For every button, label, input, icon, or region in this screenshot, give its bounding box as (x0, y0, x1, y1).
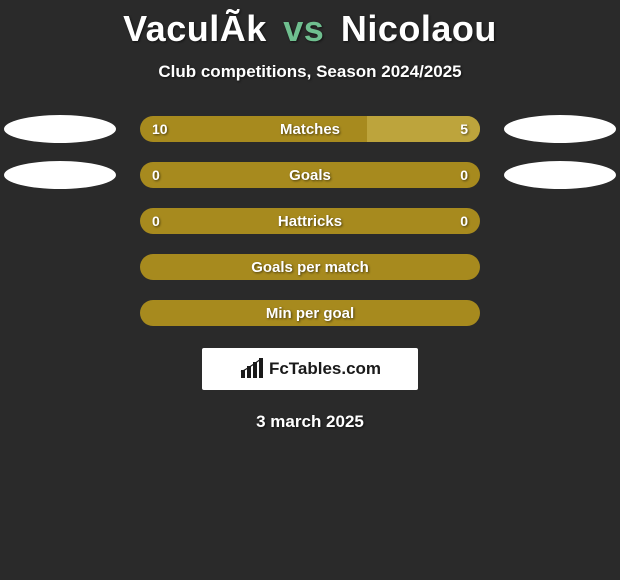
stat-left-value: 0 (152, 162, 160, 188)
stat-bar-right-fill (367, 116, 480, 142)
stat-left-value: 0 (152, 208, 160, 234)
player1-ellipse (4, 161, 116, 189)
vs-label: vs (283, 8, 324, 49)
stat-row: 0 0Goals (0, 162, 620, 188)
subtitle: Club competitions, Season 2024/2025 (158, 62, 461, 82)
date-label: 3 march 2025 (256, 412, 364, 432)
player1-ellipse (4, 115, 116, 143)
stat-left-value: 10 (152, 116, 168, 142)
stat-row: 105Matches (0, 116, 620, 142)
stat-label: Hattricks (140, 208, 480, 234)
bars-icon (239, 358, 265, 380)
player2-name: Nicolaou (341, 8, 497, 49)
stat-label: Goals per match (140, 254, 480, 280)
stat-row: Goals per match (0, 254, 620, 280)
stat-row: 0 0Hattricks (0, 208, 620, 234)
stat-label: Goals (140, 162, 480, 188)
stat-bar: 0 0Goals (140, 162, 480, 188)
stat-bar: 105Matches (140, 116, 480, 142)
stat-rows: 105Matches00Goals00HattricksGoals per ma… (0, 116, 620, 326)
stat-right-value: 0 (460, 162, 468, 188)
player2-ellipse (504, 161, 616, 189)
player1-name: VaculÃ­k (123, 8, 267, 49)
page-title: VaculÃ­k vs Nicolaou (0, 8, 620, 50)
stat-bar: 0 0Hattricks (140, 208, 480, 234)
brand-badge: FcTables.com (202, 348, 418, 390)
player2-ellipse (504, 115, 616, 143)
comparison-card: VaculÃ­k vs Nicolaou Club competitions, … (0, 0, 620, 580)
stat-right-value: 0 (460, 208, 468, 234)
brand-text: FcTables.com (269, 359, 381, 379)
stat-bar: Min per goal (140, 300, 480, 326)
stat-label: Min per goal (140, 300, 480, 326)
stat-row: Min per goal (0, 300, 620, 326)
stat-bar: Goals per match (140, 254, 480, 280)
